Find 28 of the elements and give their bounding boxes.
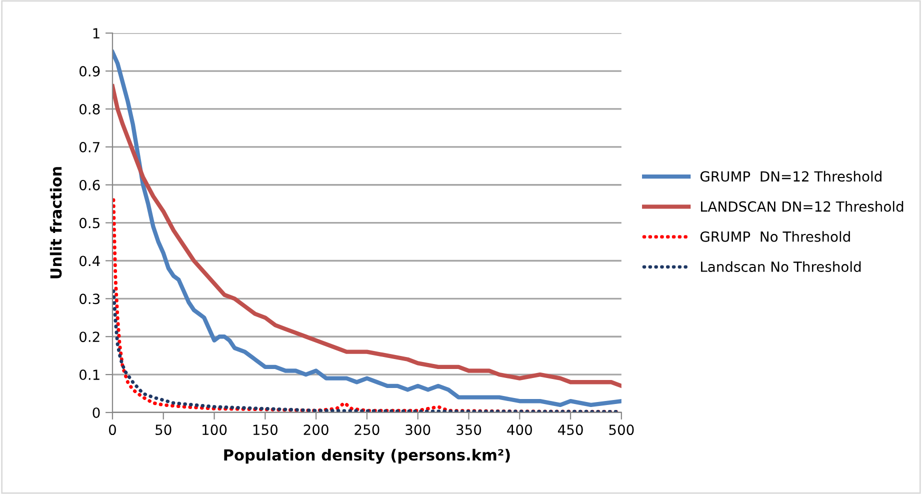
x-tick-label: 300: [406, 424, 430, 436]
y-tick-label: 0.6: [80, 180, 100, 190]
x-axis-title: Population density (persons.km²): [224, 448, 510, 464]
legend-label: LANDSCAN DN=12 Threshold: [701, 201, 904, 212]
y-tick-label: 0.2: [80, 332, 100, 342]
y-tick-label: 0.7: [80, 142, 100, 152]
y-tick-label: 0: [92, 407, 100, 418]
x-tick-label: 0: [108, 424, 116, 436]
legend-label: GRUMP No Threshold: [700, 231, 850, 242]
x-tick-label: 400: [507, 424, 532, 436]
x-tick-label: 250: [354, 424, 380, 436]
x-tick-label: 350: [456, 424, 482, 436]
x-tick-label: 500: [609, 424, 634, 436]
x-tick-label: 200: [304, 424, 328, 436]
x-tick-label: 100: [202, 424, 227, 436]
y-tick-label: 0.8: [80, 104, 100, 114]
y-tick-label: 0.9: [80, 66, 100, 77]
x-tick-label: 150: [253, 424, 278, 436]
y-tick-label: 1: [93, 28, 100, 38]
y-tick-label: 0.1: [80, 370, 100, 380]
y-tick-label: 0.5: [80, 218, 100, 228]
legend-label: GRUMP DN=12 Threshold: [700, 170, 882, 182]
y-tick-label: 0.3: [80, 294, 100, 304]
y-axis-title: Unlit fraction: [50, 167, 62, 278]
y-tick-label: 0.4: [80, 256, 100, 266]
x-tick-label: 450: [558, 424, 583, 436]
legend-label: Landscan No Threshold: [701, 261, 861, 272]
x-tick-label: 50: [156, 424, 172, 436]
